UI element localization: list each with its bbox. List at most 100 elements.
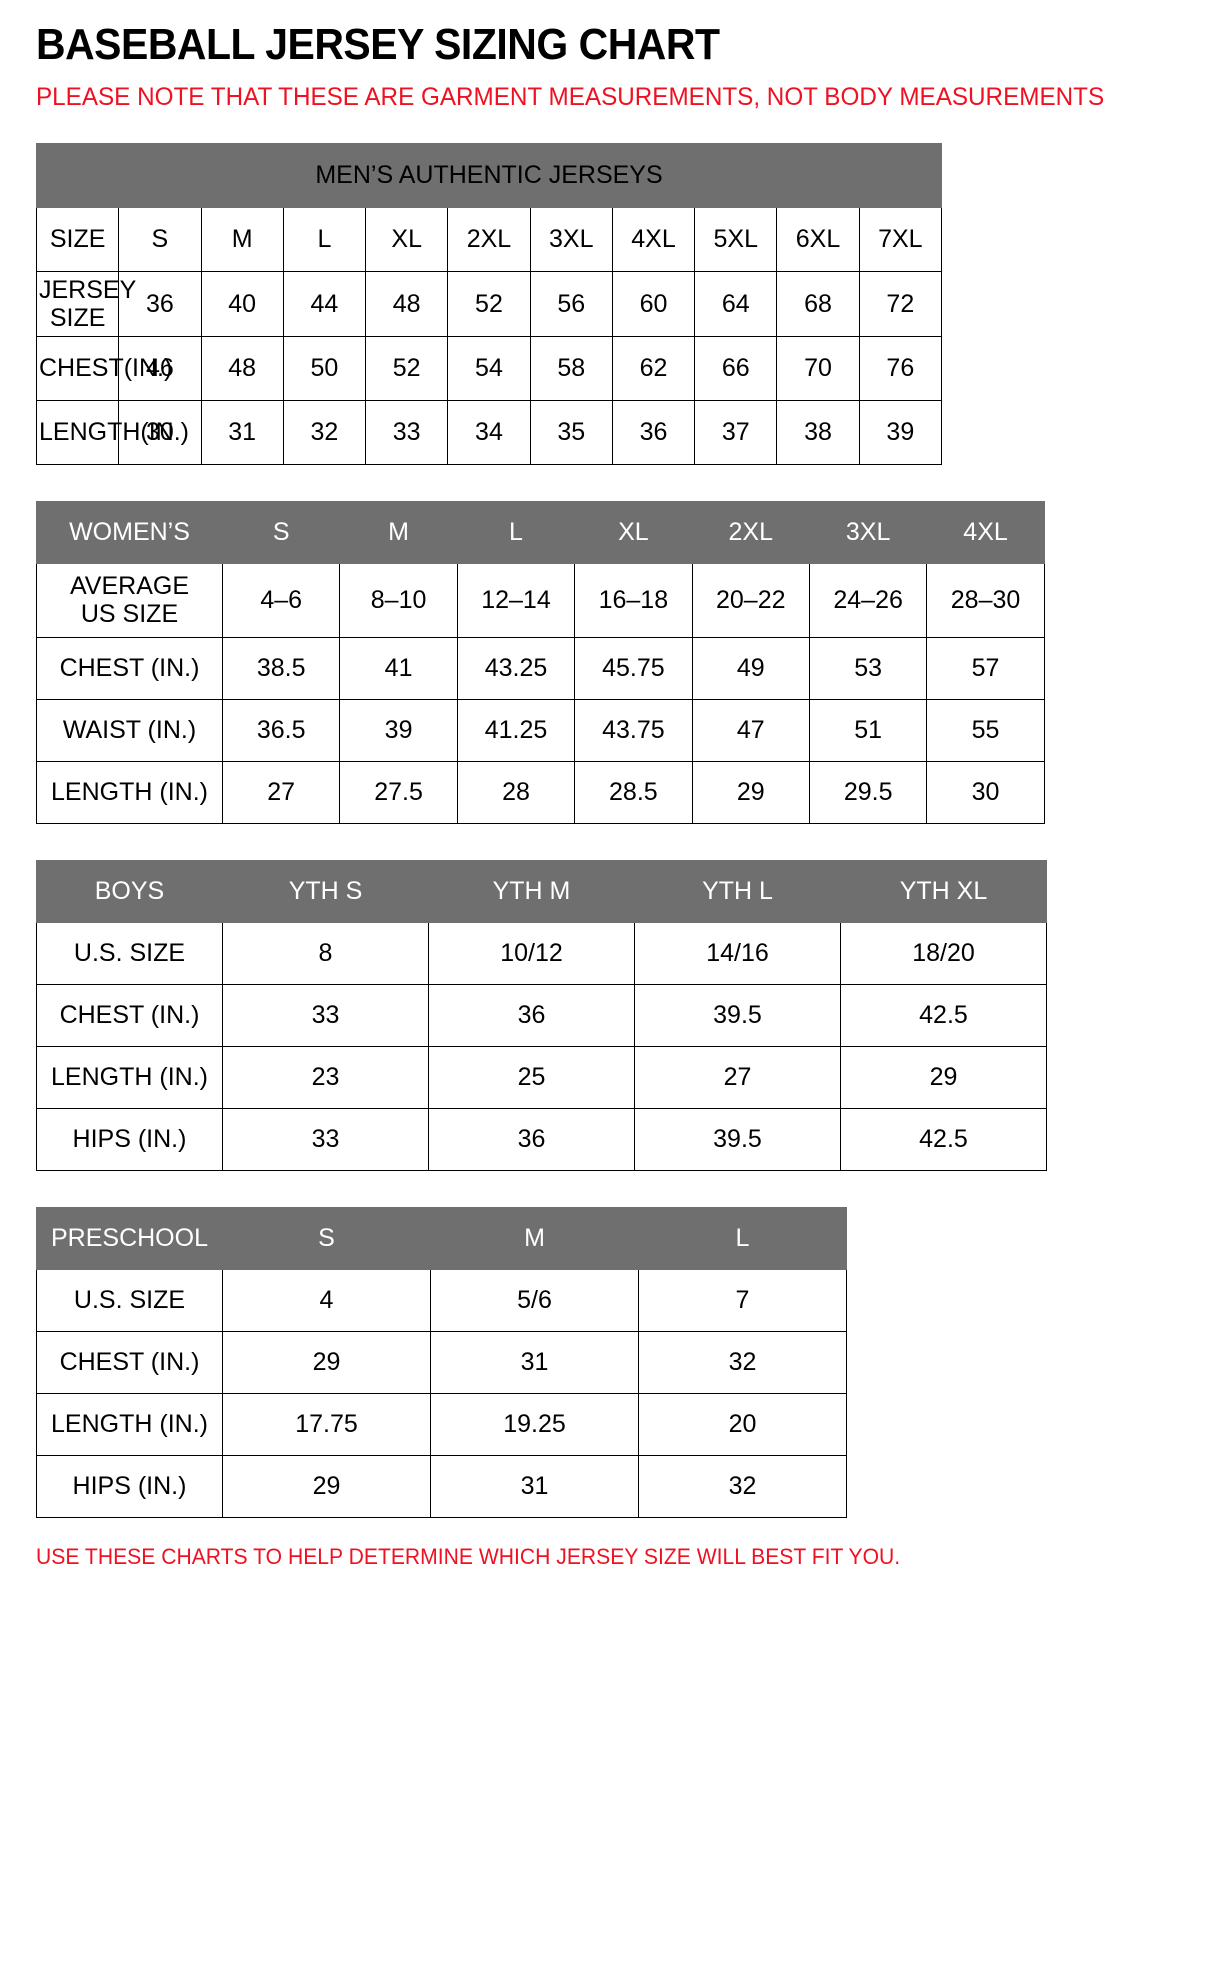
table-cell: 43.25: [456, 636, 576, 700]
table-cell: 36: [428, 1107, 635, 1171]
preschool-row-label-us-size: U.S. SIZE: [36, 1268, 223, 1332]
preschool-col-l: L: [638, 1206, 847, 1270]
table-row: CHEST (IN.) 29 31 32: [36, 1330, 847, 1394]
table-cell: 39: [858, 399, 943, 465]
table-cell: 29.5: [808, 760, 928, 824]
table-cell: 76: [858, 335, 943, 401]
table-cell: 24–26: [808, 562, 928, 638]
table-cell: 51: [808, 698, 928, 762]
table-cell: 48: [200, 335, 284, 401]
table-cell: 54: [447, 335, 531, 401]
table-row: LENGTH (IN.) 27 27.5 28 28.5 29 29.5 30: [36, 760, 1045, 824]
table-cell: 36.5: [221, 698, 341, 762]
table-cell: 33: [365, 399, 449, 465]
table-cell: 12–14: [456, 562, 576, 638]
table-cell: 42.5: [840, 983, 1047, 1047]
boys-row-label-hips: HIPS (IN.): [36, 1107, 223, 1171]
table-cell: 60: [611, 270, 696, 337]
table-cell: 28.5: [574, 760, 693, 824]
table-cell: 23: [222, 1045, 429, 1109]
mens-banner-label: MEN’S AUTHENTIC JERSEYS: [36, 142, 942, 208]
label-line-2: US SIZE: [80, 600, 179, 629]
table-cell: 8–10: [339, 562, 458, 638]
boys-col-yth-l: YTH L: [634, 859, 841, 923]
table-cell: 58: [529, 335, 613, 401]
table-row: CHEST (IN.) 33 36 39.5 42.5: [36, 983, 1047, 1047]
table-cell: 30: [926, 760, 1045, 824]
table-cell: 4–6: [221, 562, 341, 638]
table-cell: 39.5: [634, 1107, 841, 1171]
table-cell: 33: [222, 1107, 429, 1171]
label-line-1: AVERAGE: [69, 572, 190, 601]
table-spacer: [0, 1171, 1220, 1207]
womens-col-3xl: 3XL: [808, 500, 928, 564]
mens-row-label-jersey-size: JERSEY SIZE: [35, 270, 136, 337]
table-row: LENGTH (IN.) 17.75 19.25 20: [36, 1392, 847, 1456]
table-row: WAIST (IN.) 36.5 39 41.25 43.75 47 51 55: [36, 698, 1045, 762]
boys-row-header-label: BOYS: [36, 859, 223, 923]
mens-row-header-size: SIZE: [35, 206, 120, 272]
table-cell: 56: [529, 270, 613, 337]
table-cell: 8: [222, 921, 429, 985]
womens-row-header-label: WOMEN’S: [36, 500, 223, 564]
preschool-row-label-hips: HIPS (IN.): [36, 1454, 223, 1518]
mens-col-xl: XL: [365, 206, 449, 272]
table-cell: 32: [638, 1454, 847, 1518]
table-cell: 66: [694, 335, 778, 401]
table-cell: 7: [638, 1268, 847, 1332]
table-cell: 52: [365, 335, 449, 401]
table-cell: 32: [282, 399, 367, 465]
preschool-sizing-table: PRESCHOOL S M L U.S. SIZE 4 5/6 7 CHEST …: [36, 1206, 847, 1518]
table-row: HIPS (IN.) 29 31 32: [36, 1454, 847, 1518]
preschool-row-header-label: PRESCHOOL: [36, 1206, 223, 1270]
table-cell: 5/6: [430, 1268, 639, 1332]
preschool-row-label-length: LENGTH (IN.): [36, 1392, 223, 1456]
table-cell: 30: [118, 399, 202, 465]
table-cell: 28: [456, 760, 576, 824]
table-row: CHEST (IN.) 38.5 41 43.25 45.75 49 53 57: [36, 636, 1045, 700]
table-cell: 50: [282, 335, 367, 401]
table-cell: 39: [339, 698, 458, 762]
table-cell: 36: [118, 270, 202, 337]
table-cell: 68: [776, 270, 860, 337]
womens-col-l: L: [456, 500, 576, 564]
page-title: BASEBALL JERSEY SIZING CHART: [36, 20, 720, 69]
table-row: CHEST(IN.) 46 48 50 52 54 58 62 66 70 76: [35, 335, 943, 401]
table-cell: 72: [858, 270, 943, 337]
table-cell: 34: [447, 399, 531, 465]
table-cell: 40: [200, 270, 284, 337]
table-cell: 46: [118, 335, 202, 401]
womens-col-4xl: 4XL: [926, 500, 1045, 564]
table-cell: 64: [694, 270, 778, 337]
table-cell: 20–22: [691, 562, 810, 638]
table-cell: 27.5: [339, 760, 458, 824]
table-cell: 32: [638, 1330, 847, 1394]
table-cell: 62: [611, 335, 696, 401]
mens-col-7xl: 7XL: [858, 206, 943, 272]
table-row: HIPS (IN.) 33 36 39.5 42.5: [36, 1107, 1047, 1171]
table-banner-row: MEN’S AUTHENTIC JERSEYS: [36, 142, 942, 208]
table-row: LENGTH (IN.) 23 25 27 29: [36, 1045, 1047, 1109]
table-cell: 20: [638, 1392, 847, 1456]
preschool-row-label-chest: CHEST (IN.): [36, 1330, 223, 1394]
womens-col-m: M: [339, 500, 458, 564]
table-row: U.S. SIZE 8 10/12 14/16 18/20: [36, 921, 1047, 985]
garment-measurement-note: PLEASE NOTE THAT THESE ARE GARMENT MEASU…: [36, 83, 1105, 112]
mens-col-m: M: [200, 206, 284, 272]
table-cell: 70: [776, 335, 860, 401]
table-cell: 35: [529, 399, 613, 465]
table-cell: 27: [221, 760, 341, 824]
table-cell: 44: [282, 270, 367, 337]
table-cell: 38: [776, 399, 860, 465]
mens-col-l: L: [282, 206, 367, 272]
table-row: U.S. SIZE 4 5/6 7: [36, 1268, 847, 1332]
table-cell: 49: [691, 636, 810, 700]
womens-row-label-length: LENGTH (IN.): [36, 760, 223, 824]
mens-row-label-chest: CHEST(IN.): [35, 335, 172, 401]
table-cell: 4: [222, 1268, 431, 1332]
table-header-row: SIZE S M L XL 2XL 3XL 4XL 5XL 6XL 7XL: [35, 206, 943, 272]
table-cell: 41.25: [456, 698, 576, 762]
womens-col-s: S: [221, 500, 341, 564]
mens-col-5xl: 5XL: [694, 206, 778, 272]
sizing-chart-page: BASEBALL JERSEY SIZING CHART PLEASE NOTE…: [0, 20, 1220, 1569]
